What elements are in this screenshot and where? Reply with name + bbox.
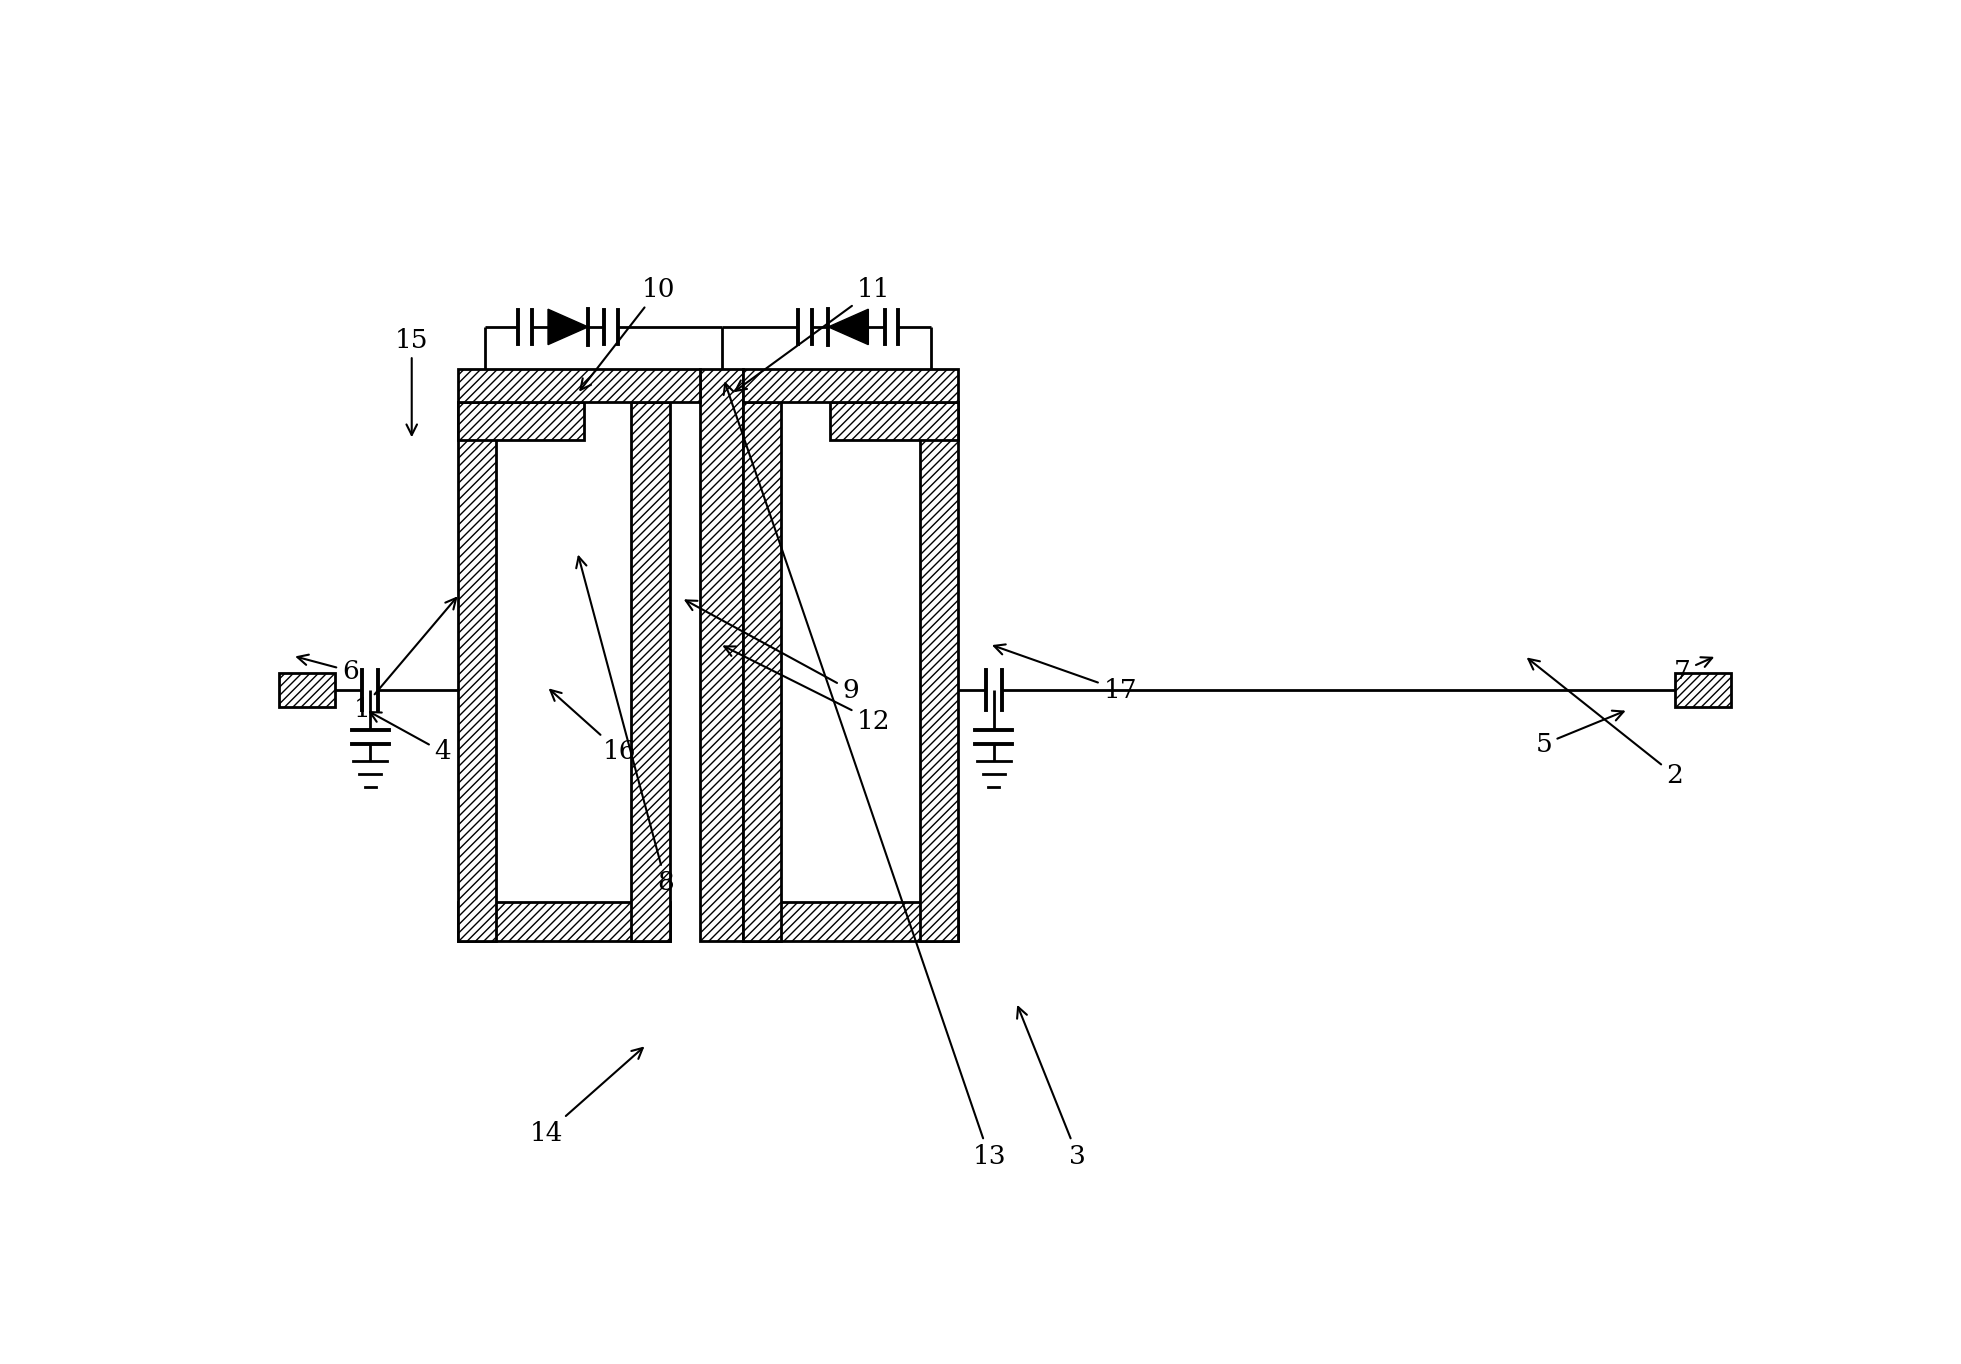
Polygon shape <box>547 310 588 345</box>
Bar <box>830 401 959 441</box>
Bar <box>459 401 496 941</box>
Text: 17: 17 <box>994 644 1137 702</box>
Bar <box>459 902 669 941</box>
Text: 12: 12 <box>724 647 890 734</box>
Polygon shape <box>828 310 869 345</box>
Text: 7: 7 <box>1675 657 1712 683</box>
Text: 1: 1 <box>353 597 457 722</box>
Text: 8: 8 <box>577 557 675 895</box>
Bar <box>278 674 335 708</box>
Bar <box>631 401 669 941</box>
Text: 14: 14 <box>529 1048 643 1146</box>
Text: 11: 11 <box>735 277 890 391</box>
Bar <box>700 370 743 941</box>
Text: 4: 4 <box>371 712 451 764</box>
Text: 16: 16 <box>551 690 637 764</box>
Text: 15: 15 <box>394 327 427 435</box>
Bar <box>743 370 959 401</box>
Bar <box>743 401 780 941</box>
Bar <box>459 401 584 441</box>
Bar <box>459 370 700 401</box>
Text: 5: 5 <box>1535 711 1624 757</box>
Bar <box>920 401 959 941</box>
Text: 2: 2 <box>1528 659 1683 787</box>
Text: 6: 6 <box>298 655 359 683</box>
Text: 3: 3 <box>1018 1007 1086 1169</box>
Bar <box>1675 674 1732 708</box>
Text: 9: 9 <box>686 600 859 702</box>
Text: 10: 10 <box>580 277 675 390</box>
Bar <box>743 902 959 941</box>
Text: 13: 13 <box>724 383 1006 1169</box>
